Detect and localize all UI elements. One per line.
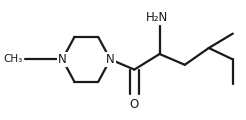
Text: CH₃: CH₃ bbox=[3, 54, 23, 64]
Text: O: O bbox=[130, 98, 139, 111]
Text: N: N bbox=[58, 53, 67, 66]
Text: N: N bbox=[106, 53, 115, 66]
Text: H₂N: H₂N bbox=[146, 11, 168, 24]
